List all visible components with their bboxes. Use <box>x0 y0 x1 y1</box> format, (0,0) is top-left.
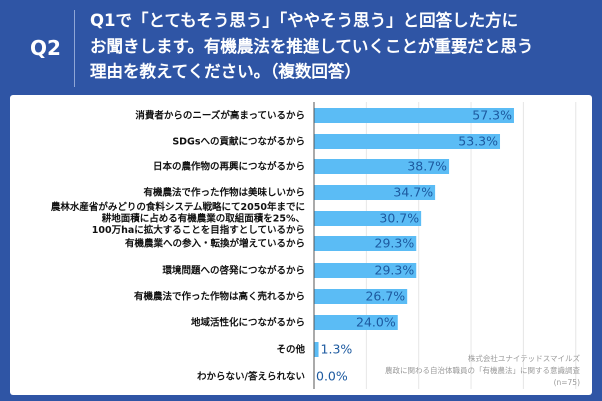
source-n: (n=75) <box>553 378 580 387</box>
value-label: 0.0% <box>316 369 348 384</box>
category-label: 日本の農作物の再興につながるから <box>153 161 305 173</box>
value-label: 30.7% <box>379 211 419 226</box>
category-label: 地域活性化につながるから <box>191 317 305 329</box>
title-line: Q1で「とてもそう思う」「ややそう思う」と回答した方に <box>90 11 519 30</box>
question-title: Q1で「とてもそう思う」「ややそう思う」と回答した方に お聞きします。有機農法を… <box>90 8 595 85</box>
value-label: 1.3% <box>321 342 353 357</box>
value-label: 38.7% <box>407 159 447 174</box>
bar <box>314 185 436 200</box>
category-label: 有機農業への参入・転換が増えているから <box>125 238 305 250</box>
bar <box>314 236 417 251</box>
category-label: 環境問題への啓発につながるから <box>162 265 305 277</box>
category-label: わからない/答えられない <box>197 371 305 383</box>
value-label: 57.3% <box>472 108 512 123</box>
source-note: 株式会社ユナイテッドスマイルズ 農政に関わる自治体職員の「有機農法」に関する意識… <box>385 353 580 389</box>
category-label: 消費者からのニーズが高まっているから <box>135 110 305 122</box>
category-label: その他 <box>276 344 305 356</box>
value-label: 29.3% <box>375 263 415 278</box>
title-line: 理由を教えてください。（複数回答） <box>90 62 361 81</box>
bar <box>314 263 417 278</box>
source-survey: 農政に関わる自治体職員の「有機農法」に関する意識調査 <box>385 366 580 375</box>
value-label: 34.7% <box>393 185 433 200</box>
bar <box>314 289 408 304</box>
bar <box>314 108 514 123</box>
value-label: 26.7% <box>365 289 405 304</box>
value-label: 53.3% <box>458 134 498 149</box>
category-label: 有機農法で作った作物は高く売れるから <box>134 291 305 303</box>
category-label: 100万haに拡大することを目指すとしているから <box>92 224 305 236</box>
header-divider <box>74 10 75 87</box>
bar <box>314 211 422 226</box>
question-number: Q2 <box>30 36 61 60</box>
title-line: お聞きします。有機農法を推進していくことが重要だと思う <box>90 36 534 56</box>
category-label: 有機農法で作った作物は美味しいから <box>143 187 305 199</box>
category-label: 耕地面積に占める有機農業の取組面積を25%、 <box>102 213 305 225</box>
value-label: 29.3% <box>375 236 415 251</box>
category-label: SDGsへの貢献につながるから <box>172 136 305 148</box>
bar <box>314 315 398 330</box>
bar <box>314 159 450 174</box>
bar <box>314 134 501 149</box>
category-label: 農林水産省がみどりの食料システム戦略にて2050年までに <box>51 201 305 213</box>
source-company: 株式会社ユナイテッドスマイルズ <box>467 354 580 363</box>
bar <box>314 342 319 357</box>
value-label: 24.0% <box>356 315 396 330</box>
